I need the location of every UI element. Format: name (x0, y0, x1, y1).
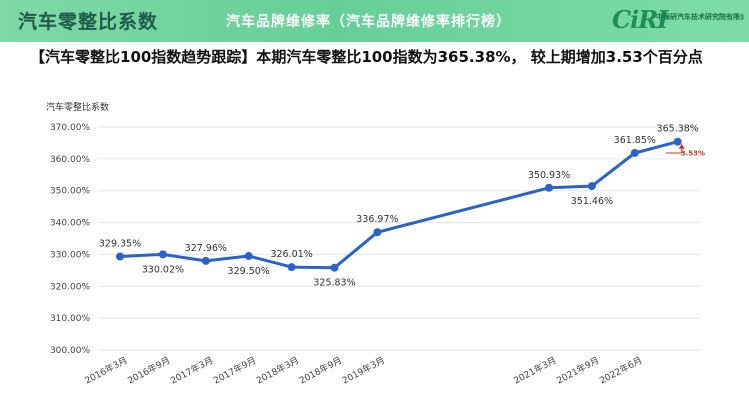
data-point (587, 182, 596, 191)
data-label: 330.02% (142, 264, 184, 275)
data-point (116, 252, 124, 261)
y-tick-label: 360.00% (50, 155, 90, 165)
y-tick-label: 350.00% (50, 187, 90, 197)
delta-arrowhead (678, 143, 685, 149)
data-label: 329.35% (99, 238, 141, 249)
logo-text: 中保研汽车技术研究院有限公司 (656, 13, 744, 21)
data-label: 336.97% (356, 214, 398, 225)
overlay-title: 汽车品牌维修率（汽车品牌维修率排行榜） (226, 14, 511, 30)
data-point (373, 228, 382, 237)
data-point (545, 183, 553, 192)
data-label: 327.96% (185, 243, 227, 254)
data-label: 326.01% (270, 249, 312, 260)
data-label: 365.38% (657, 124, 699, 135)
y-tick-label: 340.00% (50, 219, 90, 229)
y-tick-label: 320.00% (50, 282, 90, 292)
x-tick-label: 2016年3月 (83, 354, 130, 386)
x-tick-label: 2019年3月 (340, 354, 387, 386)
x-tick-label: 2021年9月 (554, 354, 601, 386)
data-point (673, 137, 682, 146)
data-point (287, 263, 296, 272)
x-tick-label: 2021年3月 (512, 354, 559, 386)
data-point (630, 148, 639, 157)
delta-annotation: 3.53% (681, 150, 705, 158)
x-tick-label: 2016年9月 (125, 354, 172, 386)
chart-headline: 【汽车零整比100指数趋势跟踪】本期汽车零整比100指数为365.38%， 较上… (30, 48, 703, 66)
data-label: 329.50% (228, 266, 270, 277)
data-point (244, 252, 253, 261)
data-label: 361.85% (614, 135, 656, 146)
data-point (330, 263, 339, 272)
x-tick-label: 2022年6月 (597, 354, 644, 386)
data-point (201, 256, 210, 265)
banner-title: 汽车零整比系数 (18, 11, 159, 33)
ciri-logo: CiRI 中保研汽车技术研究院有限公司 (612, 5, 744, 36)
x-tick-label: 2018年3月 (254, 354, 301, 386)
y-axis-title: 汽车零整比系数 (46, 101, 109, 113)
x-tick-label: 2018年9月 (297, 354, 344, 386)
data-point (158, 250, 167, 259)
header-banner: 汽车零整比系数 汽车品牌维修率（汽车品牌维修率排行榜） CiRI 中保研汽车技术… (0, 0, 749, 42)
y-tick-label: 370.00% (50, 123, 90, 133)
x-tick-label: 2017年3月 (168, 354, 215, 386)
x-tick-label: 2017年9月 (211, 354, 258, 386)
data-label: 351.46% (571, 196, 613, 207)
data-label: 350.93% (528, 170, 570, 181)
y-tick-label: 300.00% (50, 346, 90, 356)
y-tick-label: 310.00% (50, 314, 90, 324)
data-label: 325.83% (313, 278, 355, 289)
logo-mark: CiRI (612, 5, 668, 34)
y-tick-label: 330.00% (50, 250, 90, 260)
